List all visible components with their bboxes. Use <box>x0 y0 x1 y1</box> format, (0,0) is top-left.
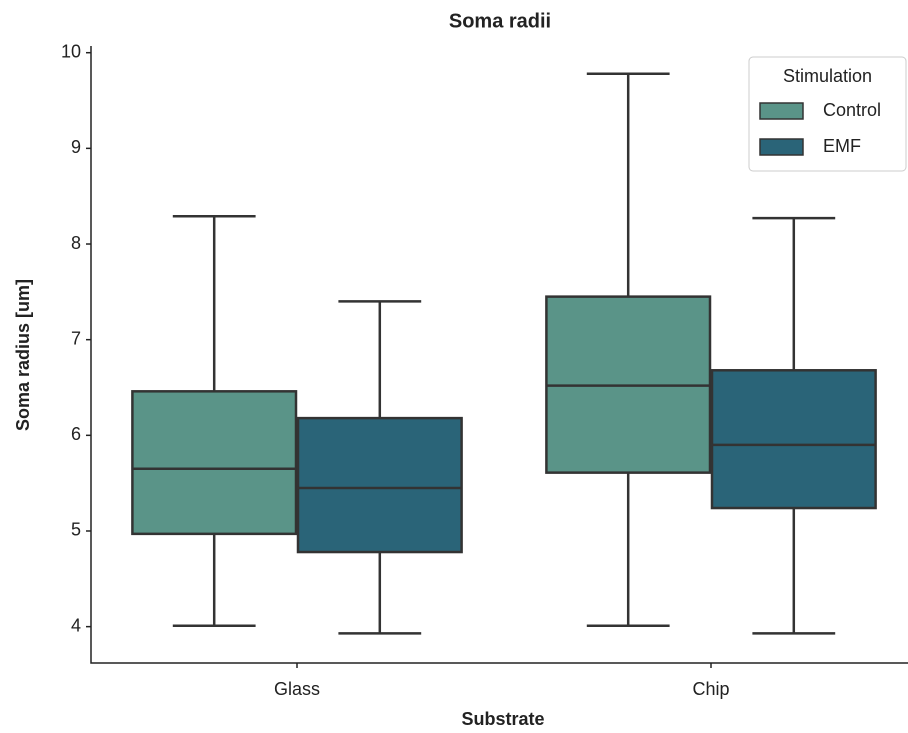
legend-label: EMF <box>823 136 861 156</box>
legend-swatch <box>759 138 804 156</box>
x-tick-label: Chip <box>692 679 729 699</box>
legend-swatch <box>759 102 804 120</box>
x-tick-label: Glass <box>274 679 320 699</box>
y-tick-label: 9 <box>71 137 81 157</box>
y-tick-label: 6 <box>71 424 81 444</box>
y-tick-label: 8 <box>71 233 81 253</box>
legend-title: Stimulation <box>783 66 872 86</box>
chart-title: Soma radii <box>449 10 551 32</box>
axes-frame <box>90 46 908 664</box>
legend-label: Control <box>823 100 881 120</box>
box <box>710 369 877 510</box>
x-axis-label: Substrate <box>461 709 544 729</box>
y-tick-label: 5 <box>71 520 81 540</box>
box <box>131 390 298 536</box>
y-tick-label: 7 <box>71 328 81 348</box>
y-axis-label: Soma radius [um] <box>13 279 33 431</box>
y-tick-label: 4 <box>71 615 81 635</box>
y-tick-label: 10 <box>61 41 81 61</box>
box <box>296 416 463 554</box>
